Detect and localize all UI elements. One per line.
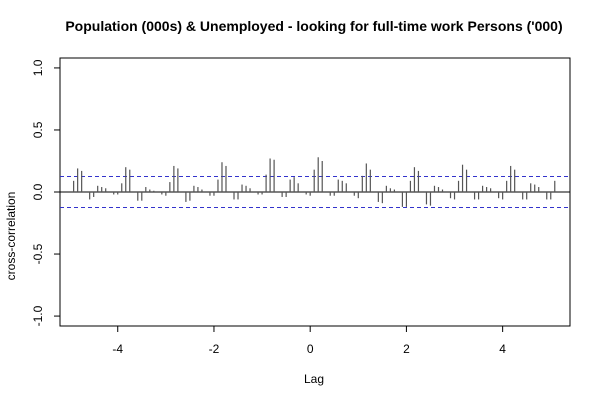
y-tick-label: 1.0 (31, 59, 45, 76)
x-tick-label: 4 (499, 342, 506, 356)
x-axis-label: Lag (304, 372, 324, 386)
y-tick-label: 0.0 (31, 183, 45, 200)
y-axis-label: cross-correlation (4, 192, 18, 281)
y-tick-label: -0.5 (31, 243, 45, 264)
x-tick-label: -2 (209, 342, 220, 356)
x-tick-label: 0 (307, 342, 314, 356)
confidence-bands (60, 175, 570, 209)
x-tick-label: 2 (403, 342, 410, 356)
y-tick-label: -1.0 (31, 305, 45, 326)
x-axis: -4 -2 0 2 4 (112, 326, 506, 356)
x-tick-label: -4 (112, 342, 123, 356)
plot-area (59, 57, 571, 327)
y-tick-label: 0.5 (31, 121, 45, 138)
chart-title: Population (000s) & Unemployed - looking… (65, 18, 562, 34)
ccf-bars (73, 157, 556, 207)
y-axis: -1.0 -0.5 0.0 0.5 1.0 (31, 59, 60, 326)
